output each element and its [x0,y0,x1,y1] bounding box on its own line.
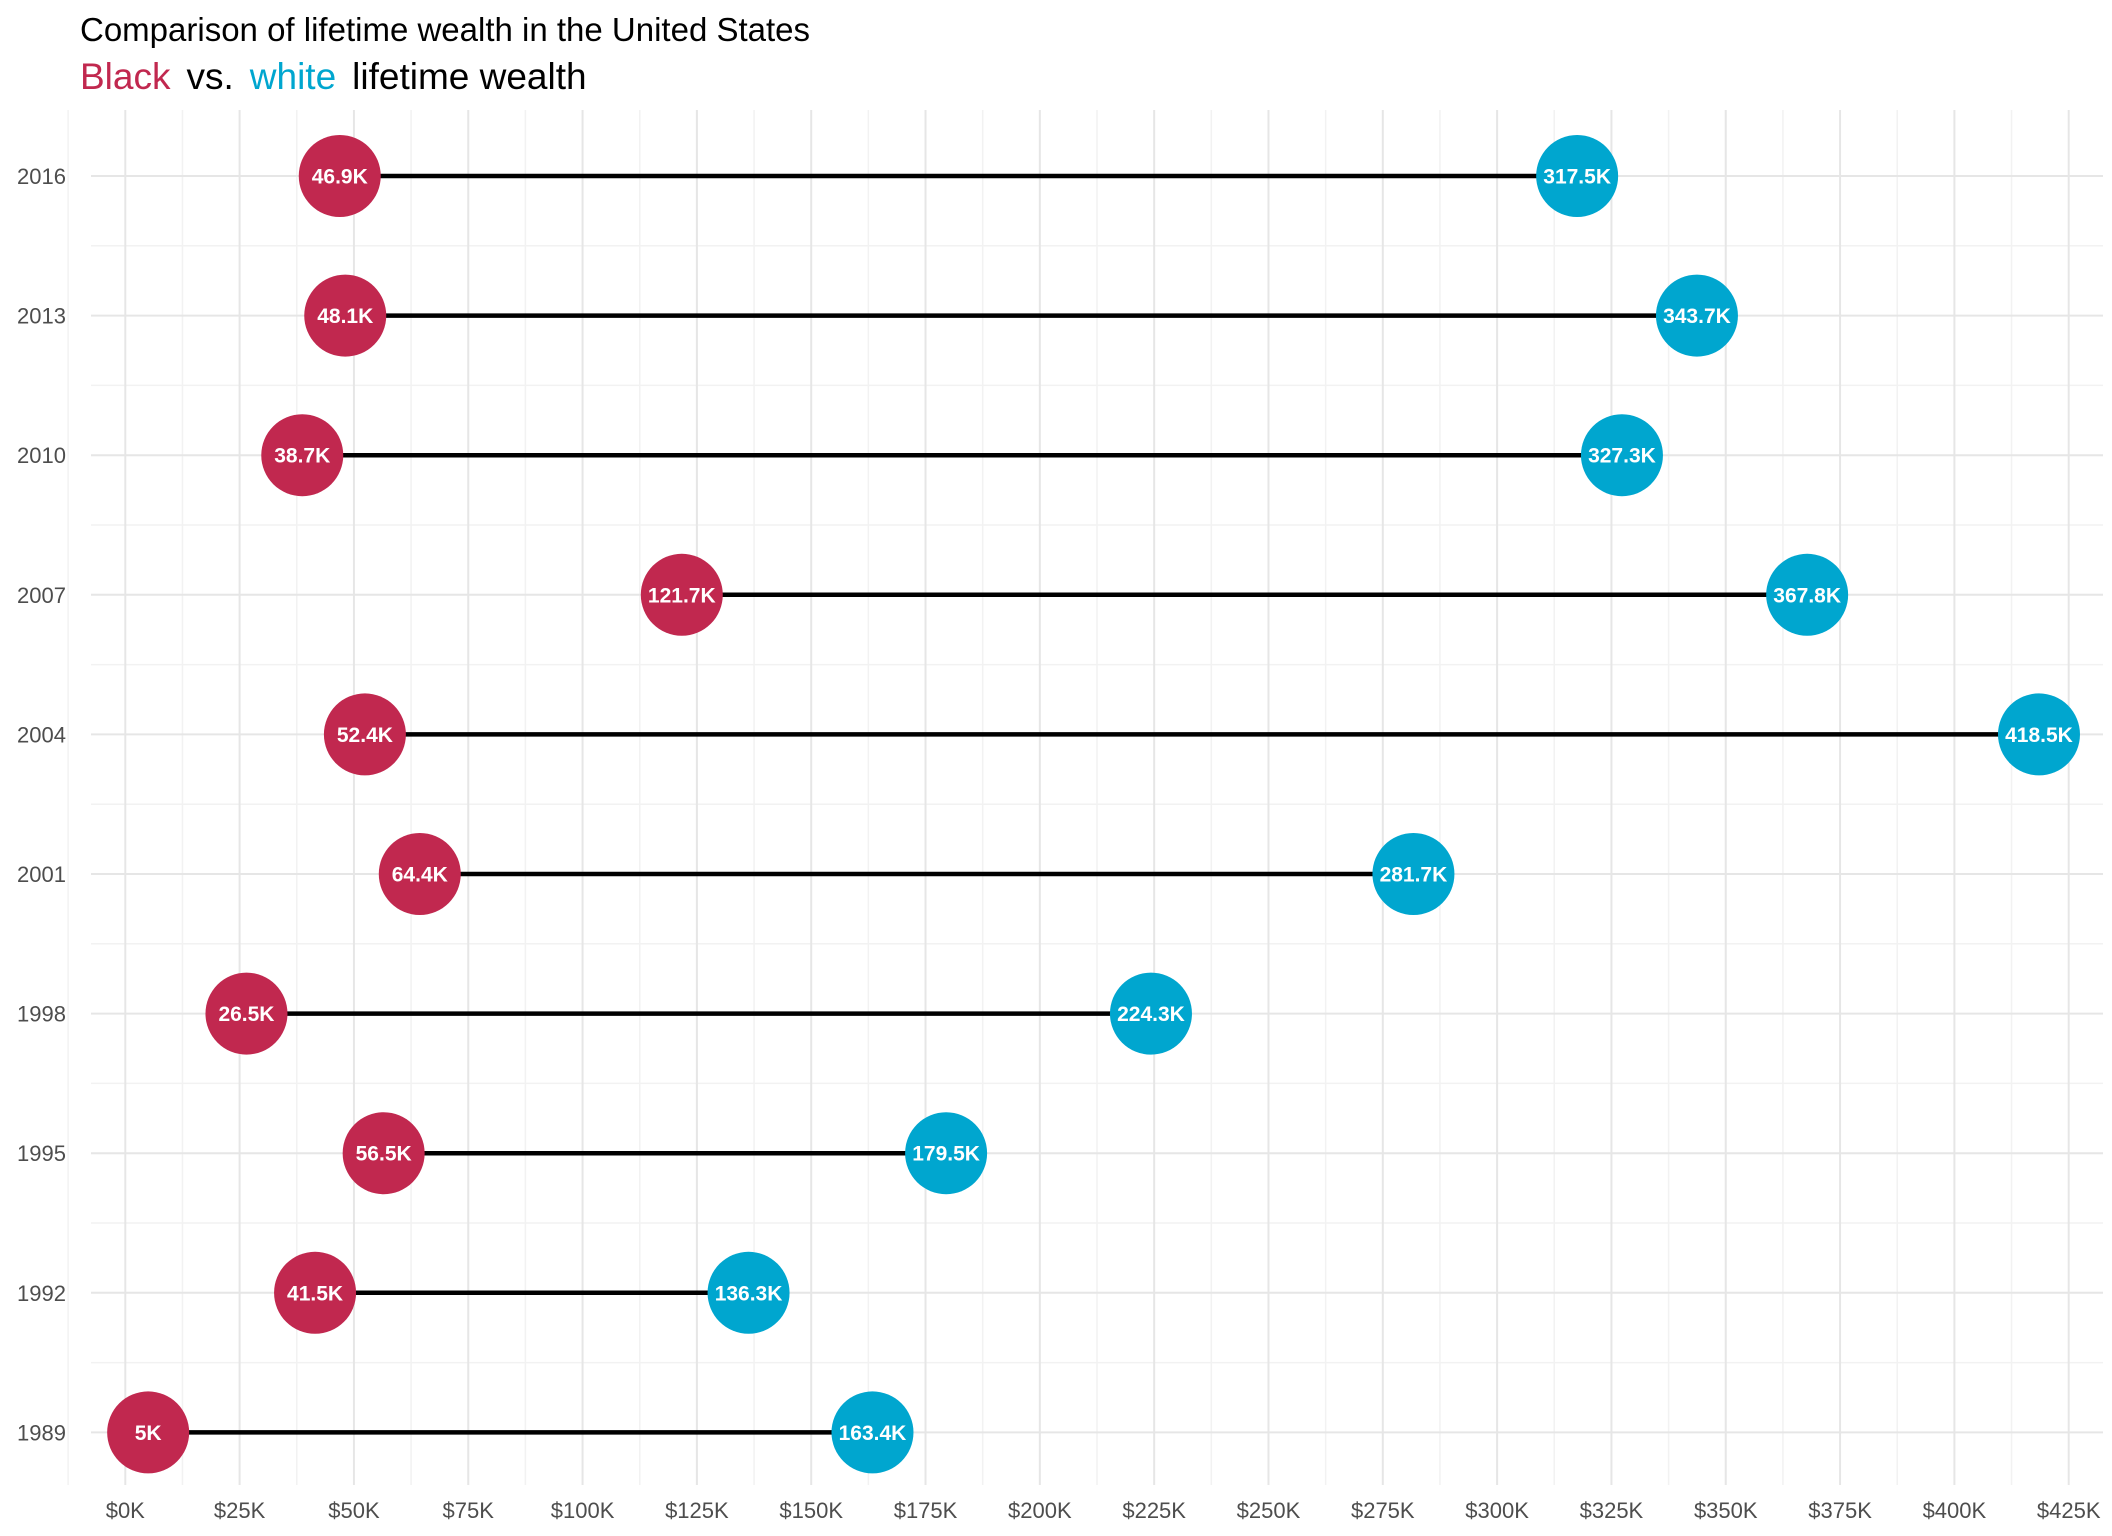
white-point-2010 [1580,414,1663,497]
black-point-2001 [378,833,461,915]
white-value-label-1998: 224.3K [1117,1003,1185,1026]
subtitle-vs: vs. [186,55,234,97]
white-value-label-2013: 343.7K [1663,305,1731,328]
black-point-1995 [342,1112,425,1195]
x-tick-label: $425K [2037,1498,2101,1523]
black-point-2010 [261,414,344,497]
black-value-label-2013: 48.1K [317,305,373,328]
black-point-1998 [205,972,288,1055]
x-tick-label: $25K [214,1498,266,1523]
white-value-label-2007: 367.8K [1773,584,1841,607]
y-tick-label-2010: 2010 [17,443,66,468]
y-tick-label-1989: 1989 [17,1420,66,1445]
y-tick-label-1992: 1992 [17,1281,66,1306]
white-value-label-2016: 317.5K [1543,166,1611,189]
x-tick-label: $0K [106,1498,145,1523]
white-point-2004 [1997,693,2080,776]
black-point-2004 [323,693,406,776]
x-tick-label: $100K [551,1498,615,1523]
x-tick-label: $225K [1122,1498,1186,1523]
black-value-label-2016: 46.9K [312,166,368,189]
x-tick-label: $400K [1923,1498,1987,1523]
x-tick-label: $300K [1465,1498,1529,1523]
white-value-label-1995: 179.5K [912,1143,980,1166]
x-tick-label: $275K [1351,1498,1415,1523]
y-tick-label-2013: 2013 [17,304,66,329]
data-points: 46.9K 48.1K 38.7K 121.7K 52.4K 64.4K 26.5K 56.5… [107,135,2080,1474]
black-point-2013 [304,274,387,357]
white-value-label-1989: 163.4K [839,1422,907,1445]
subtitle-rest: lifetime wealth [352,55,587,97]
white-value-label-1992: 136.3K [715,1282,783,1305]
white-point-2016 [1536,135,1619,217]
y-tick-label-1995: 1995 [17,1141,66,1166]
black-value-label-1995: 56.5K [356,1143,412,1166]
x-axis: $0K $25K $50K $75K $100K $125K $150K $175K $200K… [106,1498,2101,1523]
black-point-1992 [274,1251,357,1334]
x-tick-label: $375K [1808,1498,1872,1523]
black-point-1989 [107,1391,190,1474]
white-point-2007 [1766,553,1849,636]
x-tick-label: $250K [1237,1498,1301,1523]
white-value-label-2001: 281.7K [1380,864,1448,887]
black-value-label-2010: 38.7K [274,445,330,468]
chart-titles: Comparison of lifetime wealth in the Uni… [80,10,810,100]
black-value-label-2001: 64.4K [392,864,448,887]
y-tick-label-2001: 2001 [17,862,66,887]
white-value-label-2004: 418.5K [2005,724,2073,747]
black-point-2016 [298,135,381,217]
x-tick-label: $175K [894,1498,958,1523]
y-axis: 2016 2013 2010 2007 2004 2001 1998 1995 1992 1989 [17,164,66,1445]
x-tick-label: $50K [328,1498,380,1523]
x-tick-label: $200K [1008,1498,1072,1523]
y-tick-label-2016: 2016 [17,164,66,189]
x-tick-label: $350K [1694,1498,1758,1523]
x-tick-label: $325K [1580,1498,1644,1523]
y-tick-label-1998: 1998 [17,1002,66,1027]
white-point-1998 [1109,972,1192,1055]
white-point-2001 [1372,833,1455,915]
black-value-label-1998: 26.5K [218,1003,274,1026]
connector-lines [148,173,2039,1435]
black-value-label-2004: 52.4K [337,724,393,747]
black-value-label-2007: 121.7K [648,584,716,607]
y-tick-label-2004: 2004 [17,722,66,747]
y-tick-label-2007: 2007 [17,583,66,608]
chart-title: Comparison of lifetime wealth in the Uni… [80,11,811,48]
x-tick-label: $75K [443,1498,495,1523]
white-point-1995 [905,1112,988,1195]
white-point-1992 [707,1251,790,1334]
subtitle-black: Black [80,55,171,97]
white-value-label-2010: 327.3K [1588,445,1656,468]
black-point-2007 [640,553,723,636]
black-value-label-1989: 5K [135,1422,162,1445]
subtitle-white: white [249,55,337,97]
white-point-2013 [1655,274,1738,357]
chart-subtitle: Black vs. white lifetime wealth [80,54,810,100]
x-tick-label: $150K [779,1498,843,1523]
x-tick-label: $125K [665,1498,729,1523]
black-value-label-1992: 41.5K [287,1282,343,1305]
white-point-1989 [831,1391,914,1474]
